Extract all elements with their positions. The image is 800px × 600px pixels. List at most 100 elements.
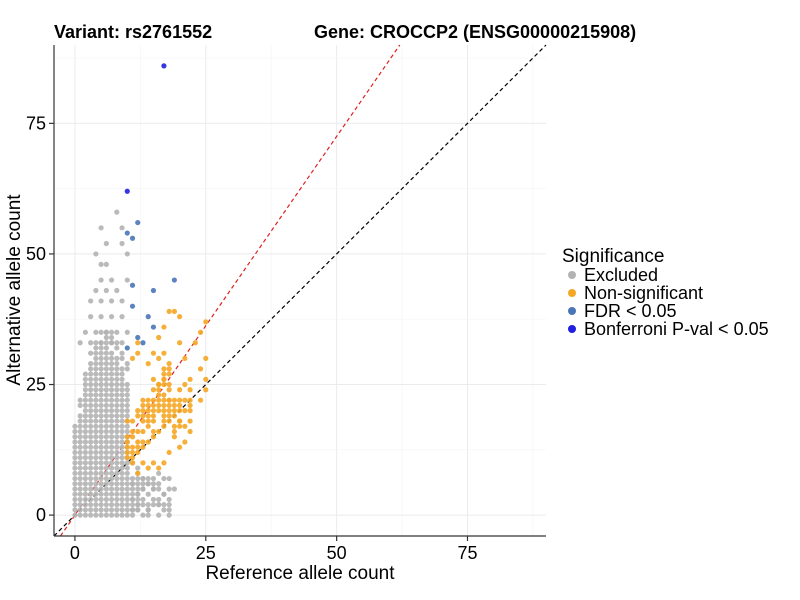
point-excluded bbox=[98, 465, 104, 471]
point-excluded bbox=[82, 475, 89, 482]
point-excluded bbox=[82, 329, 89, 335]
point-excluded bbox=[88, 470, 94, 476]
point-excluded bbox=[166, 502, 172, 508]
point-excluded bbox=[140, 496, 146, 503]
point-non-significant bbox=[171, 402, 177, 409]
point-excluded bbox=[145, 507, 151, 513]
point-non-significant bbox=[150, 428, 157, 435]
point-excluded bbox=[119, 491, 125, 497]
point-excluded bbox=[72, 507, 78, 513]
point-non-significant bbox=[182, 381, 188, 388]
point-excluded bbox=[124, 277, 130, 283]
point-non-significant bbox=[135, 439, 141, 445]
point-excluded bbox=[98, 314, 104, 320]
point-excluded bbox=[88, 444, 94, 450]
point-excluded bbox=[124, 413, 130, 419]
point-excluded bbox=[124, 486, 130, 492]
legend-title: Significance bbox=[562, 246, 664, 267]
point-excluded bbox=[119, 371, 125, 377]
point-excluded bbox=[72, 455, 78, 461]
point-non-significant bbox=[171, 428, 177, 435]
point-fdr bbox=[124, 230, 130, 236]
point-excluded bbox=[103, 418, 109, 424]
point-non-significant bbox=[156, 387, 162, 393]
point-non-significant bbox=[166, 381, 172, 388]
point-excluded bbox=[72, 460, 78, 466]
point-excluded bbox=[124, 387, 130, 393]
point-excluded bbox=[114, 392, 120, 398]
point-excluded bbox=[88, 460, 94, 466]
point-excluded bbox=[82, 402, 89, 409]
point-excluded bbox=[88, 455, 94, 461]
point-excluded bbox=[98, 277, 104, 283]
x-tick-label: 75 bbox=[457, 543, 477, 563]
point-excluded bbox=[82, 381, 89, 388]
point-excluded bbox=[114, 491, 120, 497]
point-excluded bbox=[93, 439, 99, 445]
chart-title-gene: Gene: CROCCP2 (ENSG00000215908) bbox=[314, 22, 636, 42]
point-excluded bbox=[124, 408, 130, 414]
point-non-significant bbox=[166, 413, 172, 419]
point-excluded bbox=[103, 423, 109, 429]
point-excluded bbox=[119, 496, 125, 503]
point-excluded bbox=[93, 392, 99, 398]
point-excluded bbox=[82, 439, 89, 445]
point-excluded bbox=[119, 408, 125, 414]
point-excluded bbox=[114, 209, 120, 215]
point-excluded bbox=[135, 475, 141, 482]
point-non-significant bbox=[124, 449, 130, 456]
point-excluded bbox=[119, 314, 125, 320]
point-excluded bbox=[77, 502, 83, 508]
point-excluded bbox=[129, 475, 136, 482]
point-excluded bbox=[98, 345, 104, 351]
point-excluded bbox=[103, 387, 109, 393]
point-non-significant bbox=[124, 418, 130, 424]
point-excluded bbox=[77, 470, 83, 476]
point-excluded bbox=[150, 486, 157, 492]
point-excluded bbox=[145, 475, 151, 482]
point-excluded bbox=[108, 434, 115, 440]
point-excluded bbox=[119, 376, 125, 382]
point-excluded bbox=[108, 512, 115, 518]
point-excluded bbox=[93, 455, 99, 461]
point-non-significant bbox=[129, 355, 136, 362]
point-excluded bbox=[114, 340, 120, 346]
x-axis-label: Reference allele count bbox=[205, 563, 395, 584]
point-excluded bbox=[129, 486, 136, 492]
point-excluded bbox=[124, 329, 130, 335]
point-excluded bbox=[88, 298, 94, 304]
point-excluded bbox=[88, 387, 94, 393]
point-excluded bbox=[103, 397, 109, 403]
point-non-significant bbox=[135, 413, 141, 419]
point-excluded bbox=[114, 355, 120, 362]
point-excluded bbox=[119, 413, 125, 419]
point-excluded bbox=[108, 423, 115, 429]
point-excluded bbox=[77, 397, 83, 403]
point-excluded bbox=[98, 502, 104, 508]
point-non-significant bbox=[135, 428, 141, 435]
point-excluded bbox=[93, 251, 99, 257]
point-excluded bbox=[119, 355, 125, 362]
point-excluded bbox=[140, 486, 146, 492]
point-excluded bbox=[77, 449, 83, 456]
point-excluded bbox=[88, 449, 94, 456]
point-excluded bbox=[114, 371, 120, 377]
point-non-significant bbox=[171, 434, 177, 440]
point-excluded bbox=[88, 465, 94, 471]
point-excluded bbox=[72, 449, 78, 456]
point-excluded bbox=[98, 408, 104, 414]
point-excluded bbox=[103, 334, 109, 341]
point-excluded bbox=[93, 361, 99, 367]
point-non-significant bbox=[135, 340, 141, 346]
point-fdr bbox=[140, 340, 146, 346]
point-non-significant bbox=[129, 418, 136, 424]
point-non-significant bbox=[124, 444, 130, 450]
point-non-significant bbox=[145, 361, 151, 367]
point-excluded bbox=[124, 491, 130, 497]
point-excluded bbox=[98, 470, 104, 476]
point-excluded bbox=[145, 502, 151, 508]
point-excluded bbox=[124, 402, 130, 409]
point-excluded bbox=[93, 366, 99, 372]
ticks: 0 25 50 75 0 25 50 75 bbox=[26, 113, 478, 563]
